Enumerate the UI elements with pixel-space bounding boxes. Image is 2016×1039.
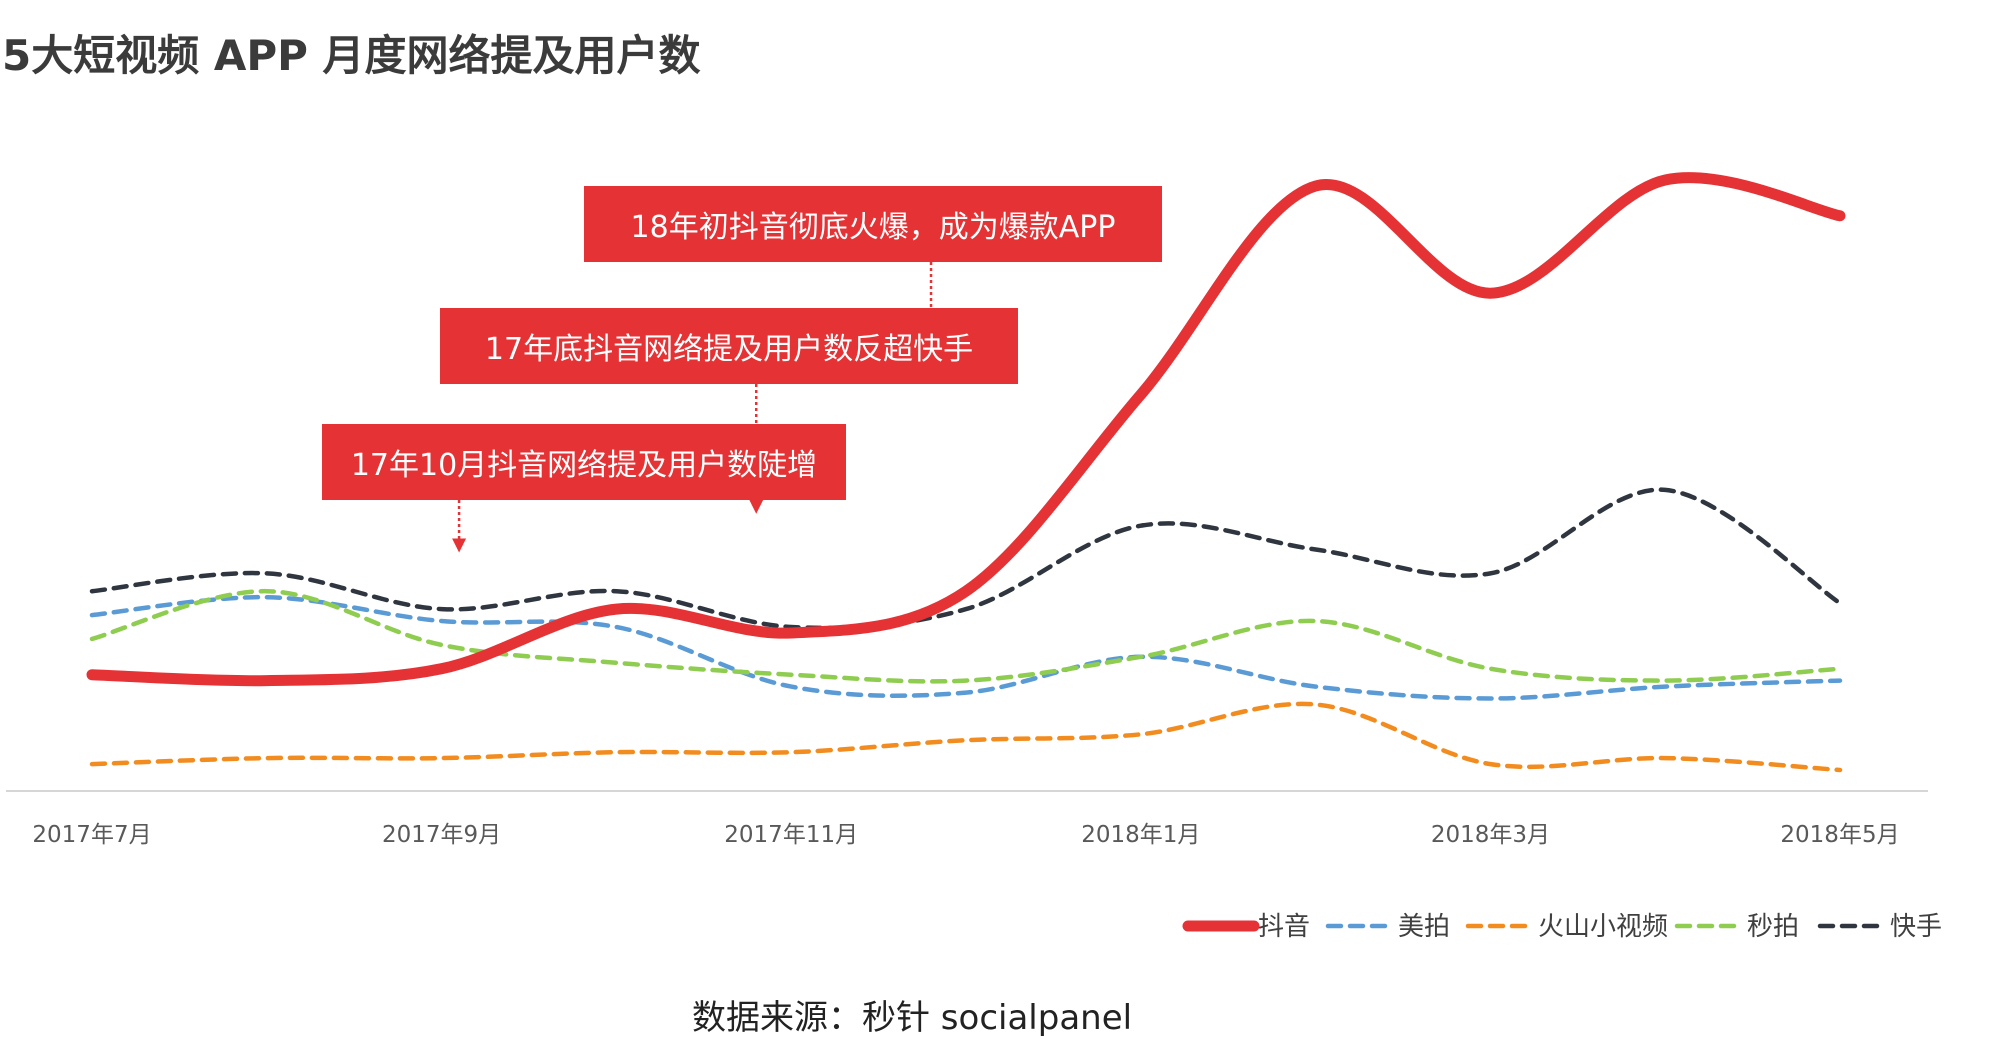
series-line-火山小视频 <box>89 701 1843 773</box>
series-layer <box>86 172 1846 773</box>
legend-label: 秒拍 <box>1747 912 1799 942</box>
chart-title: 5大短视频 APP 月度网络提及用户数 <box>2 31 701 80</box>
arrow-layer <box>452 262 939 553</box>
series-line-快手 <box>89 487 1843 631</box>
x-tick-label: 2017年9月 <box>382 822 501 848</box>
x-tick-label: 2018年5月 <box>1780 822 1899 848</box>
x-tick-label: 2018年1月 <box>1081 822 1200 848</box>
series-line-美拍 <box>89 594 1843 701</box>
legend-label: 抖音 <box>1258 912 1310 942</box>
legend-label: 火山小视频 <box>1538 912 1668 942</box>
legend: 抖音 美拍 火山小视频 秒拍 快手 <box>1182 912 1942 942</box>
legend-label: 快手 <box>1890 912 1942 942</box>
source-note: 数据来源：秒针 socialpanel <box>692 998 1133 1038</box>
annotation-arrow-head <box>452 538 467 553</box>
legend-label: 美拍 <box>1398 912 1450 942</box>
annotation-callout: 18年初抖音彻底火爆，成为爆款APP <box>584 186 1162 262</box>
annotation-callout: 17年底抖音网络提及用户数反超快手 <box>440 308 1018 384</box>
x-tick-labels: 2017年7月 2017年9月 2017年11月 2018年1月 2018年3月 2018… <box>32 822 1899 848</box>
series-line-秒拍 <box>89 588 1843 684</box>
x-tick-label: 2017年7月 <box>32 822 151 848</box>
x-tick-label: 2017年11月 <box>724 822 858 848</box>
series-line-抖音 <box>86 172 1846 687</box>
annotation-arrow-head <box>749 499 764 514</box>
annotation-callout: 17年10月抖音网络提及用户数陡增 <box>322 424 846 500</box>
x-tick-label: 2018年3月 <box>1431 822 1550 848</box>
